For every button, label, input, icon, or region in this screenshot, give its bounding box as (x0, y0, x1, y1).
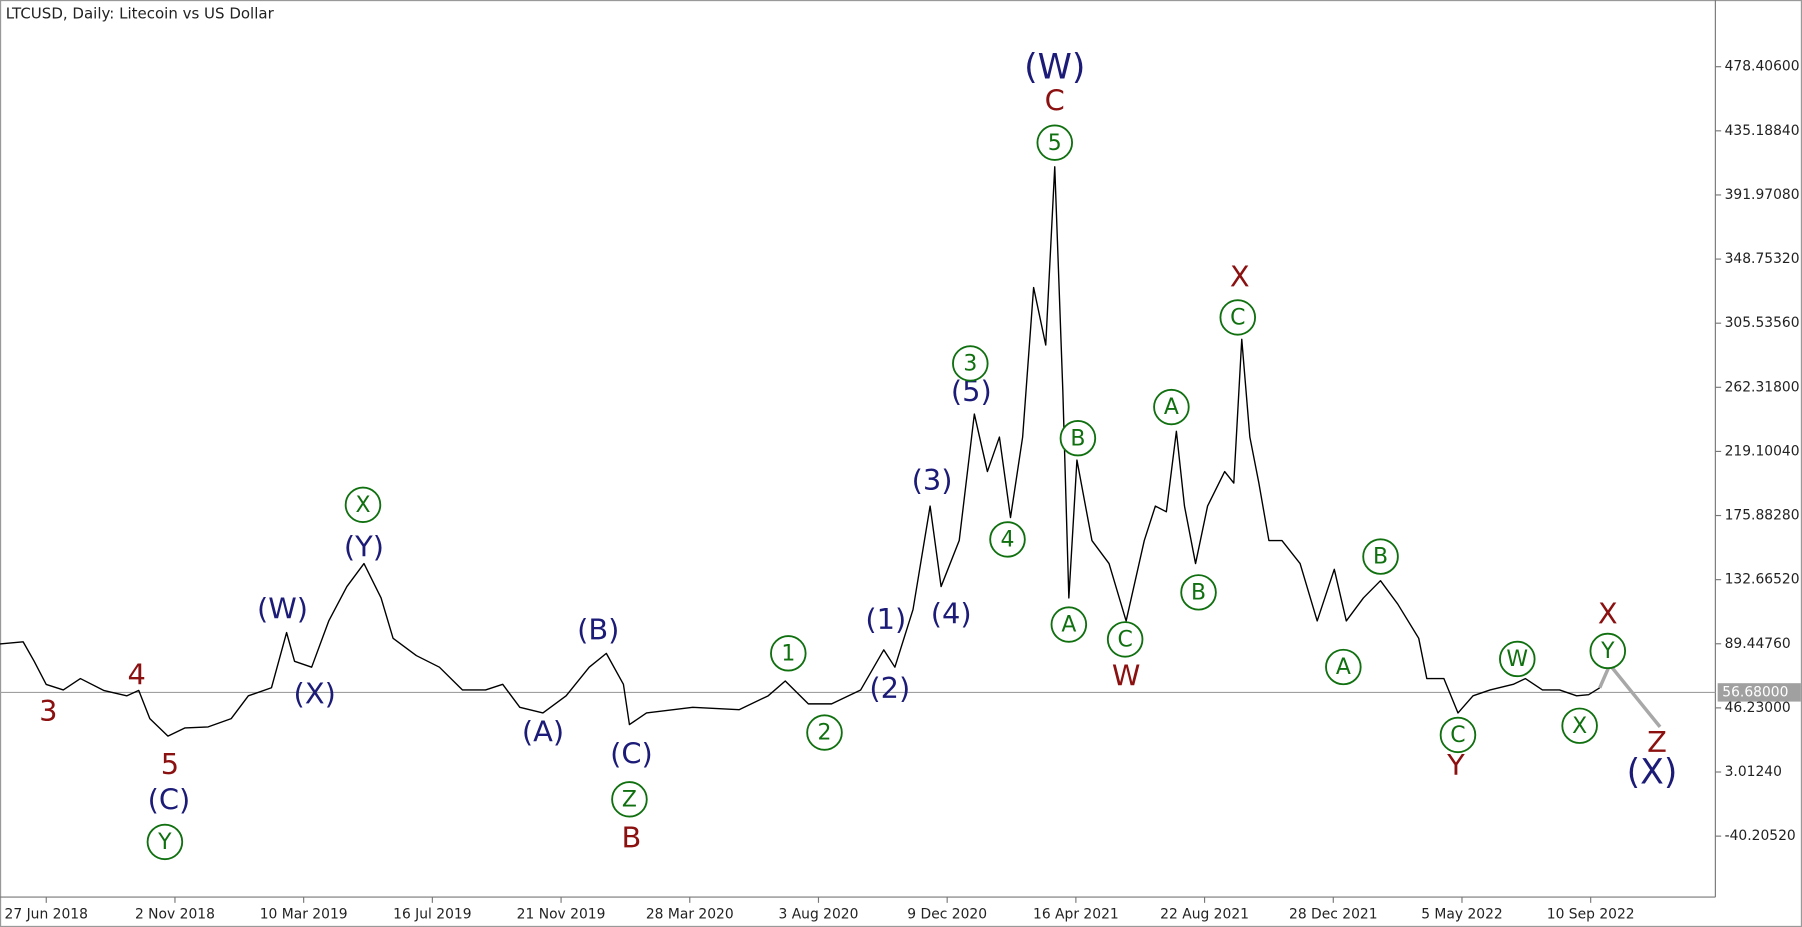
wave-label: Z (1647, 725, 1667, 759)
wave-label: 5 (161, 747, 179, 781)
wave-label: (Y) (344, 530, 384, 564)
wave-label: C (1450, 723, 1465, 748)
wave-circle (1036, 124, 1074, 161)
y-tick-label: 348.75320 (1725, 251, 1800, 267)
wave-circle (146, 823, 184, 861)
x-tick-label: 16 Jul 2019 (393, 906, 471, 922)
wave-label: 5 (1048, 131, 1062, 156)
wave-label: X (355, 493, 370, 518)
x-tick-label: 2 Nov 2018 (135, 906, 215, 922)
wave-label: 1 (781, 642, 795, 667)
wave-label: 2 (818, 721, 832, 746)
x-tick-label: 28 Mar 2020 (646, 906, 734, 922)
wave-label: (2) (869, 671, 910, 705)
wave-circle (1439, 716, 1477, 754)
y-tick-label: 175.88280 (1725, 508, 1800, 524)
y-tick-label: -40.20520 (1725, 828, 1796, 844)
wave-label: 3 (963, 352, 977, 377)
wave-label: (W) (257, 592, 308, 626)
wave-circle (611, 781, 648, 818)
wave-label: Y (1446, 748, 1465, 782)
x-tick-label: 9 Dec 2020 (907, 906, 987, 922)
x-tick-label: 28 Dec 2021 (1289, 906, 1378, 922)
wave-label: (1) (865, 602, 906, 636)
wave-circle (1180, 574, 1217, 611)
last-price-label: 56.68000 (1722, 684, 1788, 700)
wave-label: Z (622, 788, 637, 813)
x-tick-label: 10 Sep 2022 (1547, 906, 1635, 922)
wave-label: B (1070, 426, 1085, 451)
wave-label: (4) (931, 596, 972, 630)
wave-label: 4 (128, 657, 146, 691)
wave-label: (B) (577, 612, 619, 646)
x-tick-label: 27 Jun 2018 (5, 906, 88, 922)
y-tick-label: 132.66520 (1725, 572, 1800, 588)
wave-label: C (1230, 306, 1245, 331)
wave-circle (1589, 632, 1627, 670)
wave-circle (1362, 538, 1399, 575)
wave-label: (W) (1024, 47, 1085, 87)
y-tick-label: 391.97080 (1725, 187, 1800, 203)
wave-circle (952, 345, 989, 382)
y-tick-label: 305.53560 (1725, 315, 1800, 331)
wave-label: A (1061, 613, 1076, 638)
wave-label: (3) (912, 463, 953, 497)
x-tick-label: 3 Aug 2020 (778, 906, 858, 922)
wave-circle (1059, 420, 1097, 457)
wave-label: B (1191, 581, 1206, 606)
x-tick-label: 21 Nov 2019 (517, 906, 606, 922)
wave-circle (1153, 388, 1190, 426)
x-tick-label: 10 Mar 2019 (260, 906, 348, 922)
price-line (0, 166, 1601, 737)
wave-label: A (1164, 395, 1179, 420)
wave-label: X (1230, 259, 1250, 293)
wave-circle (1499, 640, 1536, 678)
wave-circle (1219, 299, 1257, 336)
last-price-box (1717, 683, 1801, 702)
x-tick-label: 5 May 2022 (1421, 906, 1503, 922)
wave-label: (C) (610, 737, 653, 771)
wave-label: B (1373, 545, 1388, 570)
wave-label: B (622, 821, 642, 855)
wave-label: A (1336, 655, 1351, 680)
chart-title: LTCUSD, Daily: Litecoin vs US Dollar (6, 4, 275, 22)
x-tick-label: 22 Aug 2021 (1160, 906, 1249, 922)
y-tick-label: 219.10040 (1725, 443, 1800, 459)
wave-label: 4 (1001, 528, 1015, 553)
wave-label: C (1045, 83, 1065, 117)
wave-circle (344, 486, 382, 524)
wave-label: W (1506, 647, 1528, 672)
wave-circle (1050, 606, 1088, 643)
x-tick-label: 16 Apr 2021 (1033, 906, 1119, 922)
wave-label: X (1598, 596, 1618, 630)
wave-label: C (1117, 628, 1132, 653)
wave-label: (X) (1627, 753, 1678, 793)
wave-label: (A) (522, 715, 564, 749)
y-tick-label: 478.40600 (1725, 59, 1800, 75)
wave-circle (1561, 707, 1598, 744)
wave-circle (989, 521, 1026, 558)
wave-label: (C) (148, 783, 191, 817)
y-tick-label: 89.44760 (1725, 636, 1791, 652)
wave-label: Y (157, 830, 172, 855)
wave-circle (770, 635, 807, 672)
wave-circle (1325, 648, 1362, 686)
wave-label: Y (1600, 639, 1615, 664)
wave-label: (X) (294, 677, 336, 711)
y-tick-label: 262.31800 (1725, 379, 1800, 395)
wave-label: W (1112, 658, 1141, 692)
wave-label: 3 (39, 694, 57, 728)
y-tick-label: 46.23000 (1725, 700, 1791, 716)
wave-label: X (1572, 714, 1587, 739)
y-tick-label: 435.18840 (1725, 123, 1800, 139)
y-tick-label: 3.01240 (1725, 764, 1782, 780)
wave-circle (1106, 621, 1144, 658)
wave-circle (806, 714, 843, 751)
